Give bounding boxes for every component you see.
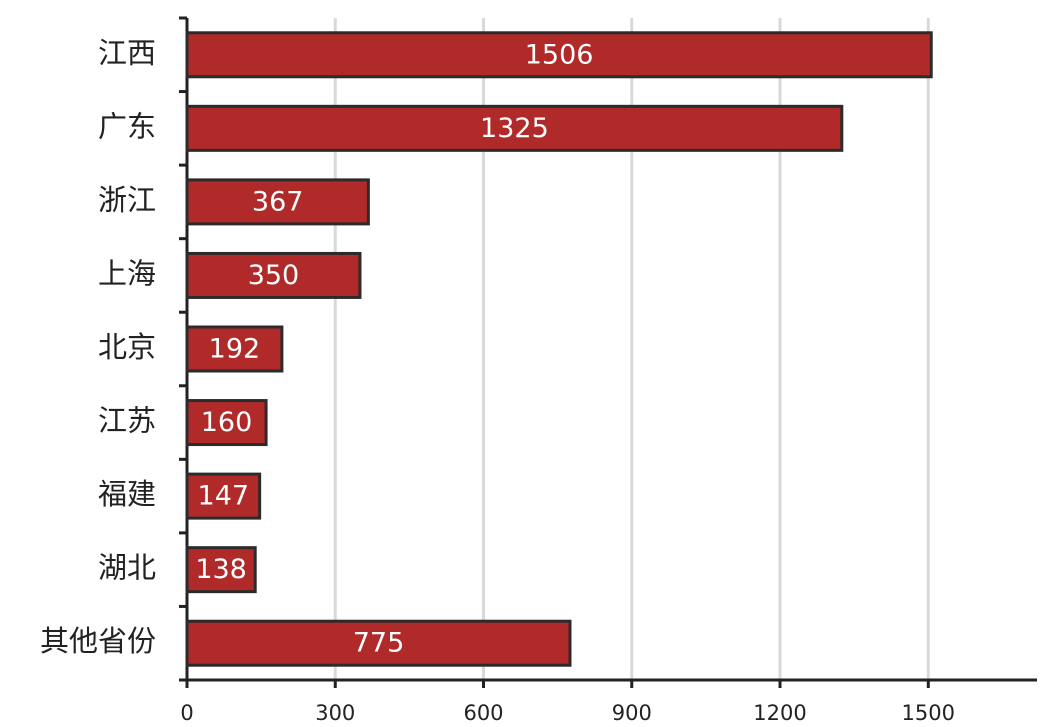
value-label: 1506 [525,39,594,70]
value-label: 367 [252,186,304,217]
y-tick-label: 上海 [98,256,156,290]
y-tick-label: 浙江 [98,183,156,217]
x-tick-label: 0 [180,701,193,725]
value-label: 350 [248,260,300,291]
x-tick-label: 1200 [753,701,806,725]
y-tick-label: 福建 [98,477,156,511]
y-tick-label: 广东 [98,109,156,143]
value-label: 1325 [480,113,549,144]
value-label: 147 [198,481,250,512]
value-label: 138 [195,554,247,585]
value-label: 775 [353,628,405,659]
bar [185,399,268,447]
bar [185,251,362,299]
y-tick-label: 北京 [98,330,156,364]
y-tick-label: 江西 [98,36,156,70]
x-tick-label: 1500 [902,701,955,725]
bar [185,546,257,594]
value-label: 160 [201,407,253,438]
bar [185,472,262,520]
y-tick-label: 江苏 [98,404,156,438]
bar [185,31,933,79]
x-tick-label: 900 [612,701,652,725]
bar [185,619,572,667]
x-tick-label: 600 [463,701,503,725]
x-tick-label: 300 [315,701,355,725]
value-label: 192 [209,334,261,365]
bar [185,325,284,373]
bar [185,178,370,226]
y-tick-label: 湖北 [98,551,156,585]
bar [185,104,844,152]
y-tick-label: 其他省份 [40,624,156,658]
